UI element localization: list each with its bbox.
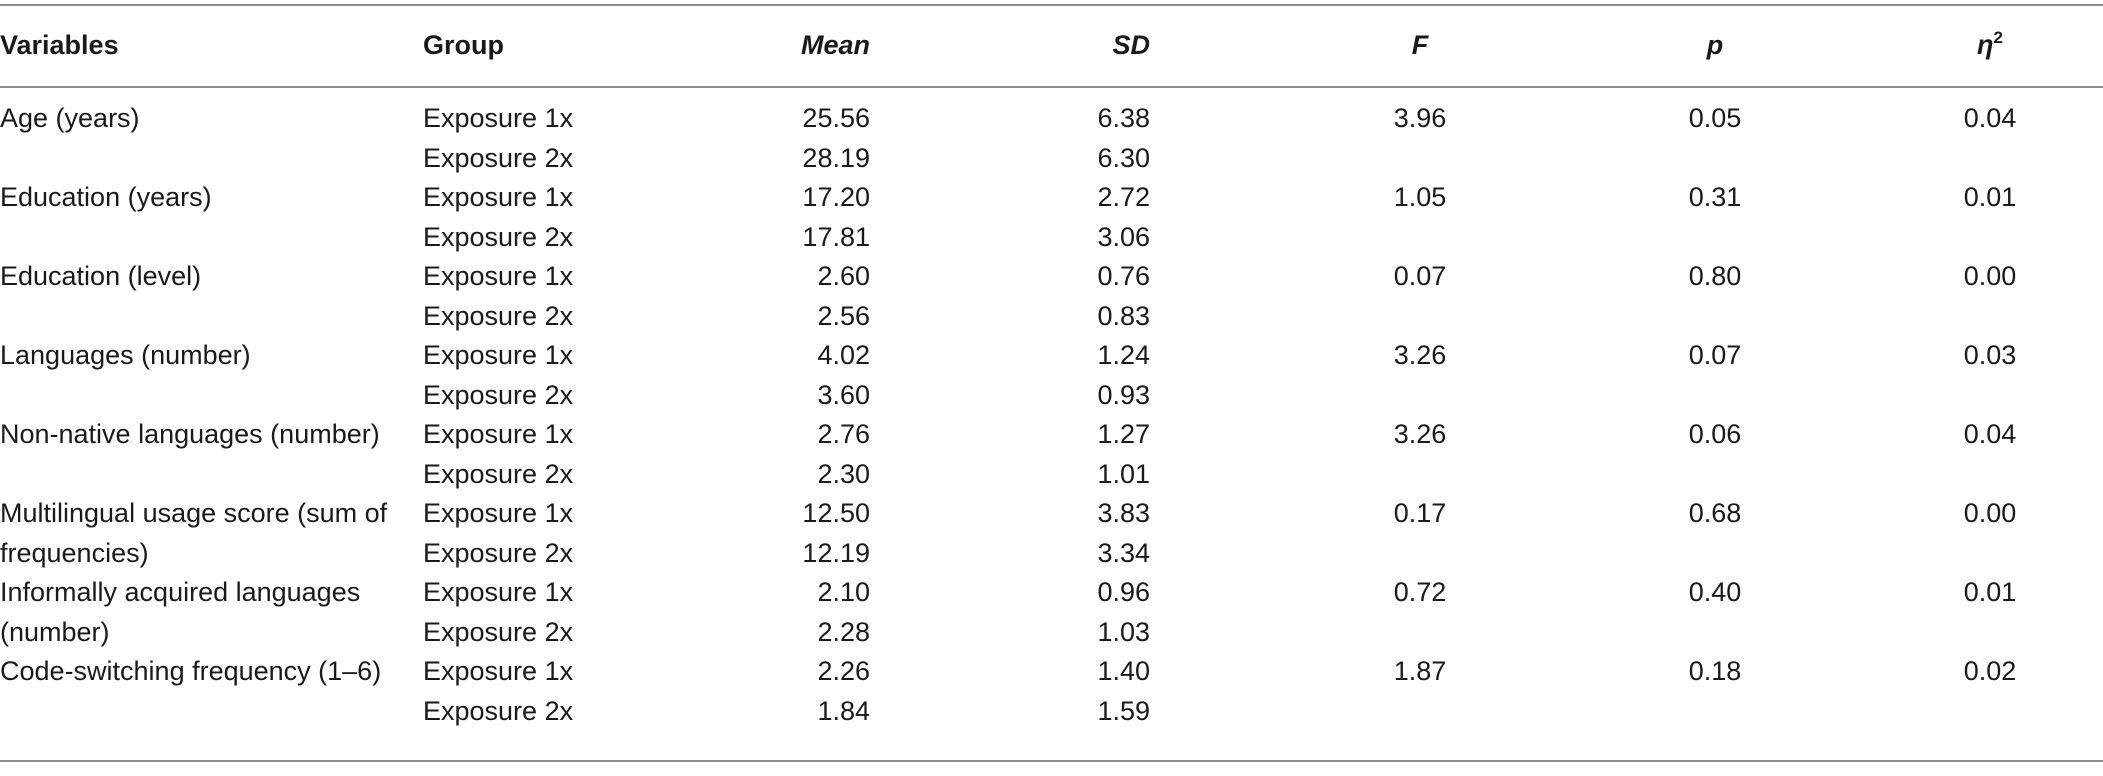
eta-cell: 0.02: [1963, 656, 2017, 686]
group-cell: Exposure 1x: [423, 340, 574, 370]
sd-cell: 0.83: [1097, 301, 1150, 331]
mean-cell: 2.26: [817, 656, 870, 686]
sd-cell: 1.27: [1097, 419, 1150, 449]
header-variables: Variables: [0, 30, 119, 60]
mean-cell: 2.10: [817, 577, 870, 607]
sd-cell: 1.59: [1097, 696, 1150, 726]
mean-cell: 3.60: [817, 380, 870, 410]
mean-cell: 2.56: [817, 301, 870, 331]
mean-cell: 17.20: [802, 182, 870, 212]
variable-cell: Languages (number): [0, 340, 251, 370]
p-cell: 0.18: [1688, 656, 1742, 686]
sd-cell: 1.01: [1097, 459, 1150, 489]
mean-cell: 25.56: [802, 103, 870, 133]
header-p: p: [1706, 30, 1724, 60]
sd-cell: 1.24: [1097, 340, 1150, 370]
sd-cell: 3.06: [1097, 222, 1150, 252]
header-f: F: [1411, 30, 1429, 60]
sd-cell: 3.34: [1097, 538, 1150, 568]
header-sd: SD: [1112, 30, 1150, 60]
bottom-rule: [0, 760, 2103, 762]
sd-cell: 0.96: [1097, 577, 1150, 607]
header-mean: Mean: [800, 30, 870, 60]
p-cell: 0.07: [1688, 340, 1742, 370]
p-cell: 0.05: [1688, 103, 1742, 133]
group-cell: Exposure 2x: [423, 459, 574, 489]
sd-cell: 0.93: [1097, 380, 1150, 410]
eta-cell: 0.00: [1963, 261, 2017, 291]
group-cell: Exposure 1x: [423, 577, 574, 607]
variable-cell: Education (years): [0, 182, 212, 212]
eta-cell: 0.03: [1963, 340, 2017, 370]
f-cell: 1.87: [1393, 656, 1447, 686]
group-cell: Exposure 2x: [423, 380, 574, 410]
sd-cell: 1.40: [1097, 656, 1150, 686]
group-cell: Exposure 2x: [423, 696, 574, 726]
sd-cell: 6.30: [1097, 143, 1150, 173]
header-eta-symbol: η: [1977, 30, 1994, 60]
mean-cell: 12.19: [802, 538, 870, 568]
f-cell: 3.26: [1393, 419, 1447, 449]
mean-cell: 2.28: [817, 617, 870, 647]
group-cell: Exposure 1x: [423, 656, 574, 686]
group-cell: Exposure 2x: [423, 617, 574, 647]
sd-cell: 3.83: [1097, 498, 1150, 528]
group-cell: Exposure 2x: [423, 538, 574, 568]
p-cell: 0.31: [1688, 182, 1742, 212]
mean-cell: 2.60: [817, 261, 870, 291]
mean-cell: 17.81: [802, 222, 870, 252]
variable-cell: Multilingual usage score (sum of frequen…: [0, 498, 388, 568]
f-cell: 3.26: [1393, 340, 1447, 370]
group-cell: Exposure 2x: [423, 301, 574, 331]
group-cell: Exposure 1x: [423, 498, 574, 528]
mean-cell: 2.30: [817, 459, 870, 489]
mean-cell: 4.02: [817, 340, 870, 370]
variable-cell: Informally acquired languages (number): [0, 577, 361, 647]
variable-cell: Age (years): [0, 103, 140, 133]
top-rule: [0, 4, 2103, 6]
variable-cell: Code-switching frequency (1–6): [0, 656, 382, 686]
p-cell: 0.06: [1688, 419, 1742, 449]
f-cell: 0.72: [1393, 577, 1447, 607]
eta-cell: 0.01: [1963, 577, 2017, 607]
sd-cell: 0.76: [1097, 261, 1150, 291]
group-cell: Exposure 2x: [423, 222, 574, 252]
sd-cell: 6.38: [1097, 103, 1150, 133]
group-cell: Exposure 1x: [423, 103, 574, 133]
eta-cell: 0.01: [1963, 182, 2017, 212]
mean-cell: 2.76: [817, 419, 870, 449]
variable-cell: Non-native languages (number): [0, 419, 380, 449]
header-rule: [0, 86, 2103, 88]
mean-cell: 28.19: [802, 143, 870, 173]
group-cell: Exposure 2x: [423, 143, 574, 173]
group-cell: Exposure 1x: [423, 261, 574, 291]
f-cell: 3.96: [1393, 103, 1447, 133]
p-cell: 0.40: [1688, 577, 1742, 607]
group-cell: Exposure 1x: [423, 182, 574, 212]
eta-cell: 0.04: [1963, 419, 2017, 449]
f-cell: 1.05: [1393, 182, 1447, 212]
mean-cell: 12.50: [802, 498, 870, 528]
mean-cell: 1.84: [817, 696, 870, 726]
p-cell: 0.68: [1688, 498, 1742, 528]
eta-cell: 0.00: [1963, 498, 2017, 528]
f-cell: 0.07: [1393, 261, 1447, 291]
sd-cell: 2.72: [1097, 182, 1150, 212]
p-cell: 0.80: [1688, 261, 1742, 291]
header-eta: η2: [1940, 28, 2040, 62]
group-cell: Exposure 1x: [423, 419, 574, 449]
eta-cell: 0.04: [1963, 103, 2017, 133]
variable-cell: Education (level): [0, 261, 202, 291]
header-group: Group: [423, 30, 504, 60]
f-cell: 0.17: [1393, 498, 1447, 528]
header-eta-superscript: 2: [1993, 28, 2003, 47]
sd-cell: 1.03: [1097, 617, 1150, 647]
